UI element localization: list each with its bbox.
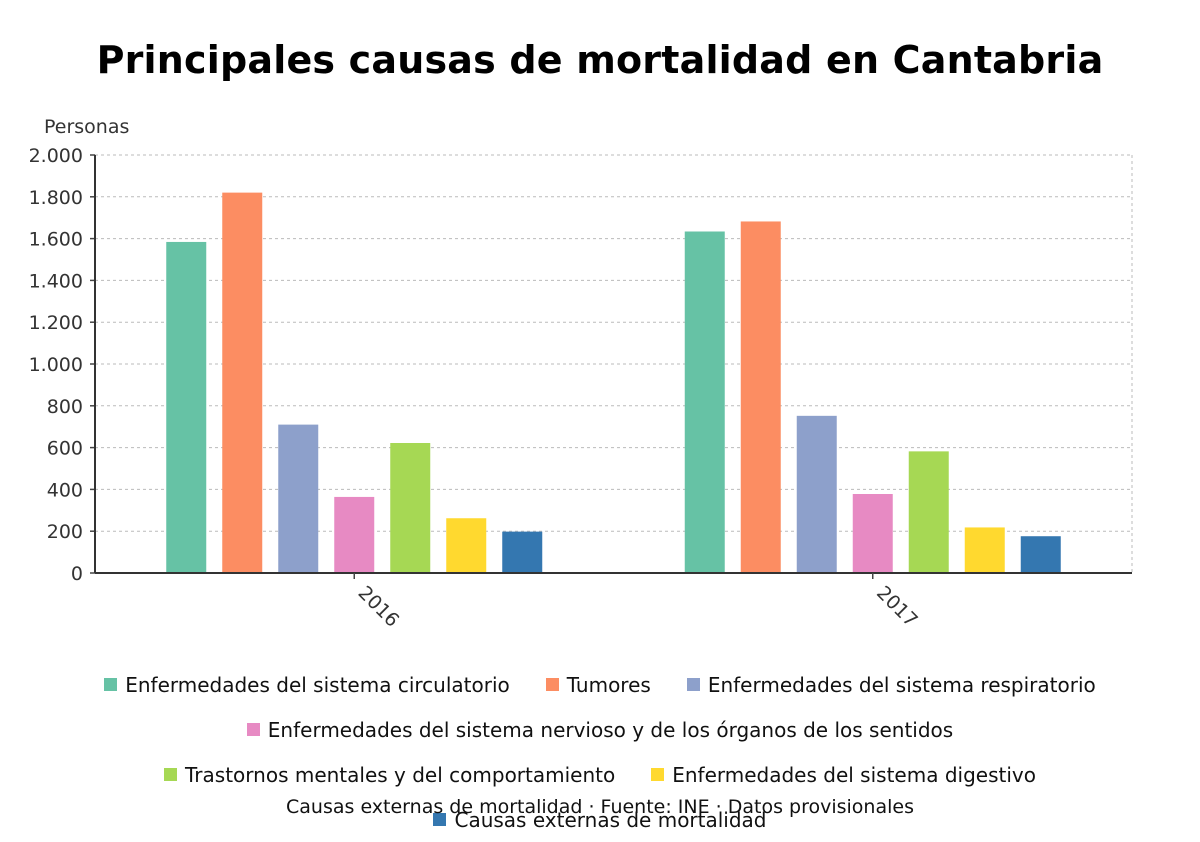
y-tick-label: 0 — [71, 563, 83, 585]
y-axis-ticks: 0 200 400 600 800 1.000 1.200 1.400 1.600 1.800 2.… — [29, 145, 95, 585]
legend-swatch — [651, 768, 665, 781]
legend-row: Trastornos mentales y del comportamiento… — [0, 752, 1200, 797]
bar — [796, 415, 837, 573]
legend-label: Tumores — [566, 672, 651, 697]
bars — [166, 192, 1061, 573]
bar-chart: 0 200 400 600 800 1.000 1.200 1.400 1.600 1.800 2.… — [29, 145, 1133, 632]
x-tick-label: 2017 — [872, 582, 922, 632]
bar — [502, 531, 543, 573]
legend-label: Enfermedades del sistema nervioso y de l… — [267, 717, 954, 742]
legend-label: Trastornos mentales y del comportamiento — [185, 762, 616, 787]
legend-row: Enfermedades del sistema circulatorio Tum… — [0, 662, 1200, 707]
y-tick-label: 2.000 — [29, 145, 83, 167]
legend-swatch — [686, 678, 700, 691]
bar — [390, 443, 431, 573]
footer-text: Causas externas de mortalidad · Fuente: … — [286, 796, 914, 818]
y-tick-label: 1.600 — [29, 229, 83, 251]
legend-item[interactable]: Enfermedades del sistema respiratorio — [686, 672, 1096, 697]
bar — [684, 231, 725, 573]
y-tick-label: 1.800 — [29, 187, 83, 209]
bar — [740, 221, 781, 573]
legend-item[interactable]: Tumores — [545, 672, 651, 697]
legend: Enfermedades del sistema circulatorio Tum… — [0, 662, 1200, 842]
gridlines — [95, 154, 1133, 573]
legend-swatch — [104, 678, 118, 691]
bar — [1020, 536, 1061, 573]
legend-swatch — [545, 678, 559, 691]
bar — [166, 241, 207, 573]
y-tick-label: 400 — [47, 479, 83, 501]
bar — [278, 424, 319, 573]
y-tick-label: 800 — [47, 396, 83, 418]
bar — [908, 451, 949, 573]
bar — [852, 493, 893, 573]
legend-label: Enfermedades del sistema respiratorio — [707, 672, 1096, 697]
y-tick-label: 1.200 — [29, 312, 83, 334]
legend-swatch — [164, 768, 178, 781]
x-axis-ticks: 2016 2017 — [353, 573, 922, 632]
legend-swatch — [246, 723, 260, 736]
bar — [964, 527, 1005, 573]
legend-label: Enfermedades del sistema circulatorio — [125, 672, 510, 697]
y-axis-label: Personas — [44, 116, 130, 138]
legend-item[interactable]: Enfermedades del sistema nervioso y de l… — [246, 717, 954, 742]
bar — [334, 496, 375, 573]
legend-row: Enfermedades del sistema nervioso y de l… — [0, 707, 1200, 752]
legend-item[interactable]: Enfermedades del sistema digestivo — [651, 763, 1036, 787]
bar — [222, 192, 263, 573]
bar — [446, 518, 487, 573]
legend-item[interactable]: Trastornos mentales y del comportamiento — [164, 763, 615, 787]
y-tick-label: 600 — [47, 438, 83, 460]
axes — [94, 155, 1132, 574]
legend-item[interactable]: Enfermedades del sistema circulatorio — [104, 673, 510, 697]
y-tick-label: 1.000 — [29, 354, 83, 376]
chart-title: Principales causas de mortalidad en Cant… — [96, 38, 1104, 82]
y-tick-label: 1.400 — [29, 270, 83, 292]
x-tick-label: 2016 — [354, 582, 404, 632]
legend-label: Enfermedades del sistema digestivo — [672, 762, 1036, 787]
y-tick-label: 200 — [47, 521, 83, 543]
